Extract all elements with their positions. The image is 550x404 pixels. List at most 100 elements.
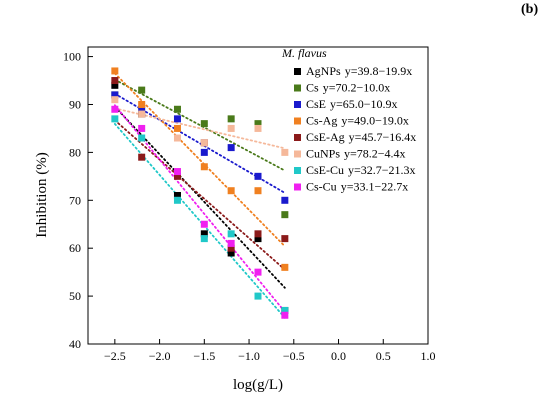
data-point [173, 196, 181, 204]
data-point [138, 100, 146, 108]
legend-swatch [294, 134, 301, 141]
legend: M. flavus AgNPs y=39.8−19.9x Cs y=70.2−10.0x… [281, 46, 416, 194]
data-point [200, 148, 208, 156]
data-point [173, 105, 181, 113]
data-point [200, 120, 208, 128]
y-tick-label: 70 [69, 193, 81, 207]
x-axis: −2.5 −2.0 −1.5 −1.0 −0.5 0.0 0.5 1.0 [104, 339, 436, 363]
x-tick-label: −2.0 [149, 349, 171, 363]
fit-line [113, 78, 286, 172]
data-point [138, 86, 146, 94]
data-point [227, 239, 235, 247]
x-tick-label: −1.0 [238, 349, 260, 363]
data-point [200, 230, 208, 238]
x-tick-label: 0.5 [376, 349, 391, 363]
data-point [227, 249, 235, 257]
data-point [281, 306, 289, 314]
y-axis: 40 50 60 70 80 90 100 [63, 50, 93, 351]
legend-swatch [294, 68, 301, 75]
data-point [254, 235, 262, 243]
legend-entry: AgNPs y=39.8−19.9x [306, 64, 412, 78]
legend-equation: y=39.8−19.9x [345, 64, 413, 78]
data-points [111, 67, 289, 319]
data-point [173, 168, 181, 176]
data-point [227, 115, 235, 123]
data-point [138, 105, 146, 113]
legend-equation: y=65.0−10.9x [330, 97, 398, 111]
legend-series-name: Cs [306, 81, 319, 95]
data-point [200, 220, 208, 228]
data-point [281, 263, 289, 271]
y-axis-label: Inhibition (%) [34, 152, 50, 237]
legend-swatch [294, 117, 301, 125]
data-point [138, 110, 146, 118]
data-point [227, 244, 235, 252]
x-tick-label: 1.0 [421, 349, 436, 363]
data-point [281, 196, 289, 204]
data-point [138, 134, 146, 142]
legend-equation: y=32.7−21.3x [348, 163, 416, 177]
data-point [227, 124, 235, 132]
data-point [281, 211, 289, 219]
data-point [111, 115, 119, 123]
data-point [111, 91, 119, 99]
fit-line [113, 119, 286, 271]
data-point [281, 148, 289, 156]
legend-entry: CsE y=65.0−10.9x [306, 97, 398, 111]
legend-entry: CsE-Cu y=32.7−21.3x [306, 163, 416, 177]
plot-frame [87, 46, 429, 345]
legend-entry: CsE-Ag y=45.7−16.4x [306, 130, 416, 144]
data-point [254, 268, 262, 276]
y-tick-label: 90 [69, 97, 81, 111]
y-tick-label: 100 [63, 50, 81, 64]
legend-series-name: Cs-Ag [306, 114, 337, 128]
legend-entry: Cs-Cu y=33.1−22.7x [306, 180, 408, 194]
data-point [138, 124, 146, 132]
legend-swatch [294, 150, 301, 158]
legend-series-name: CsE [306, 97, 326, 111]
data-point [227, 144, 235, 152]
legend-series-name: CuNPs [306, 147, 340, 161]
data-point [111, 105, 119, 113]
data-point [200, 139, 208, 147]
data-point [254, 172, 262, 180]
panel-label: (b) [521, 2, 539, 17]
data-point [200, 235, 208, 243]
x-tick-label: −0.5 [283, 349, 305, 363]
data-point [254, 124, 262, 132]
data-point [111, 81, 119, 89]
y-tick-label: 80 [69, 145, 81, 159]
legend-equation: y=78.2−4.4x [344, 147, 406, 161]
y-tick-label: 60 [69, 241, 81, 255]
data-point [173, 124, 181, 132]
y-tick-label: 40 [69, 337, 81, 351]
data-point [173, 134, 181, 142]
y-tick-label: 50 [69, 289, 81, 303]
legend-entry: CuNPs y=78.2−4.4x [306, 147, 406, 161]
legend-swatch [294, 101, 301, 108]
legend-entry: Cs y=70.2−10.0x [306, 81, 390, 95]
data-point [138, 153, 146, 161]
data-point [111, 96, 119, 104]
legend-equation: y=49.0−19.0x [341, 114, 409, 128]
legend-swatch [294, 183, 301, 191]
data-point [111, 67, 119, 75]
data-point [254, 120, 262, 128]
data-point [200, 163, 208, 171]
data-point [254, 292, 262, 300]
data-point [173, 192, 181, 199]
data-point [281, 235, 289, 243]
legend-title: M. flavus [281, 46, 327, 60]
legend-swatch [294, 167, 301, 174]
legend-swatch [294, 84, 301, 92]
legend-equation: y=45.7−16.4x [349, 130, 417, 144]
x-tick-label: −2.5 [104, 349, 126, 363]
data-point [281, 311, 289, 319]
data-point [227, 230, 235, 238]
data-point [111, 77, 119, 85]
legend-equation: y=70.2−10.0x [323, 81, 391, 95]
data-point [254, 230, 262, 238]
x-tick-label: 0.0 [331, 349, 346, 363]
x-axis-label: log(g/L) [233, 377, 283, 393]
